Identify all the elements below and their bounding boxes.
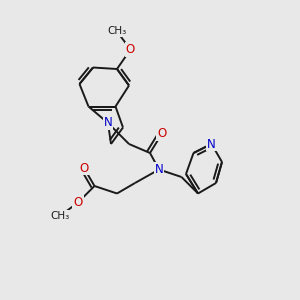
Text: N: N: [154, 163, 164, 176]
Text: O: O: [158, 127, 166, 140]
Text: O: O: [80, 161, 88, 175]
Text: CH₃: CH₃: [107, 26, 127, 37]
Text: O: O: [74, 196, 82, 209]
Text: N: N: [207, 137, 216, 151]
Text: N: N: [103, 116, 112, 130]
Text: O: O: [126, 43, 135, 56]
Text: CH₃: CH₃: [50, 211, 70, 221]
